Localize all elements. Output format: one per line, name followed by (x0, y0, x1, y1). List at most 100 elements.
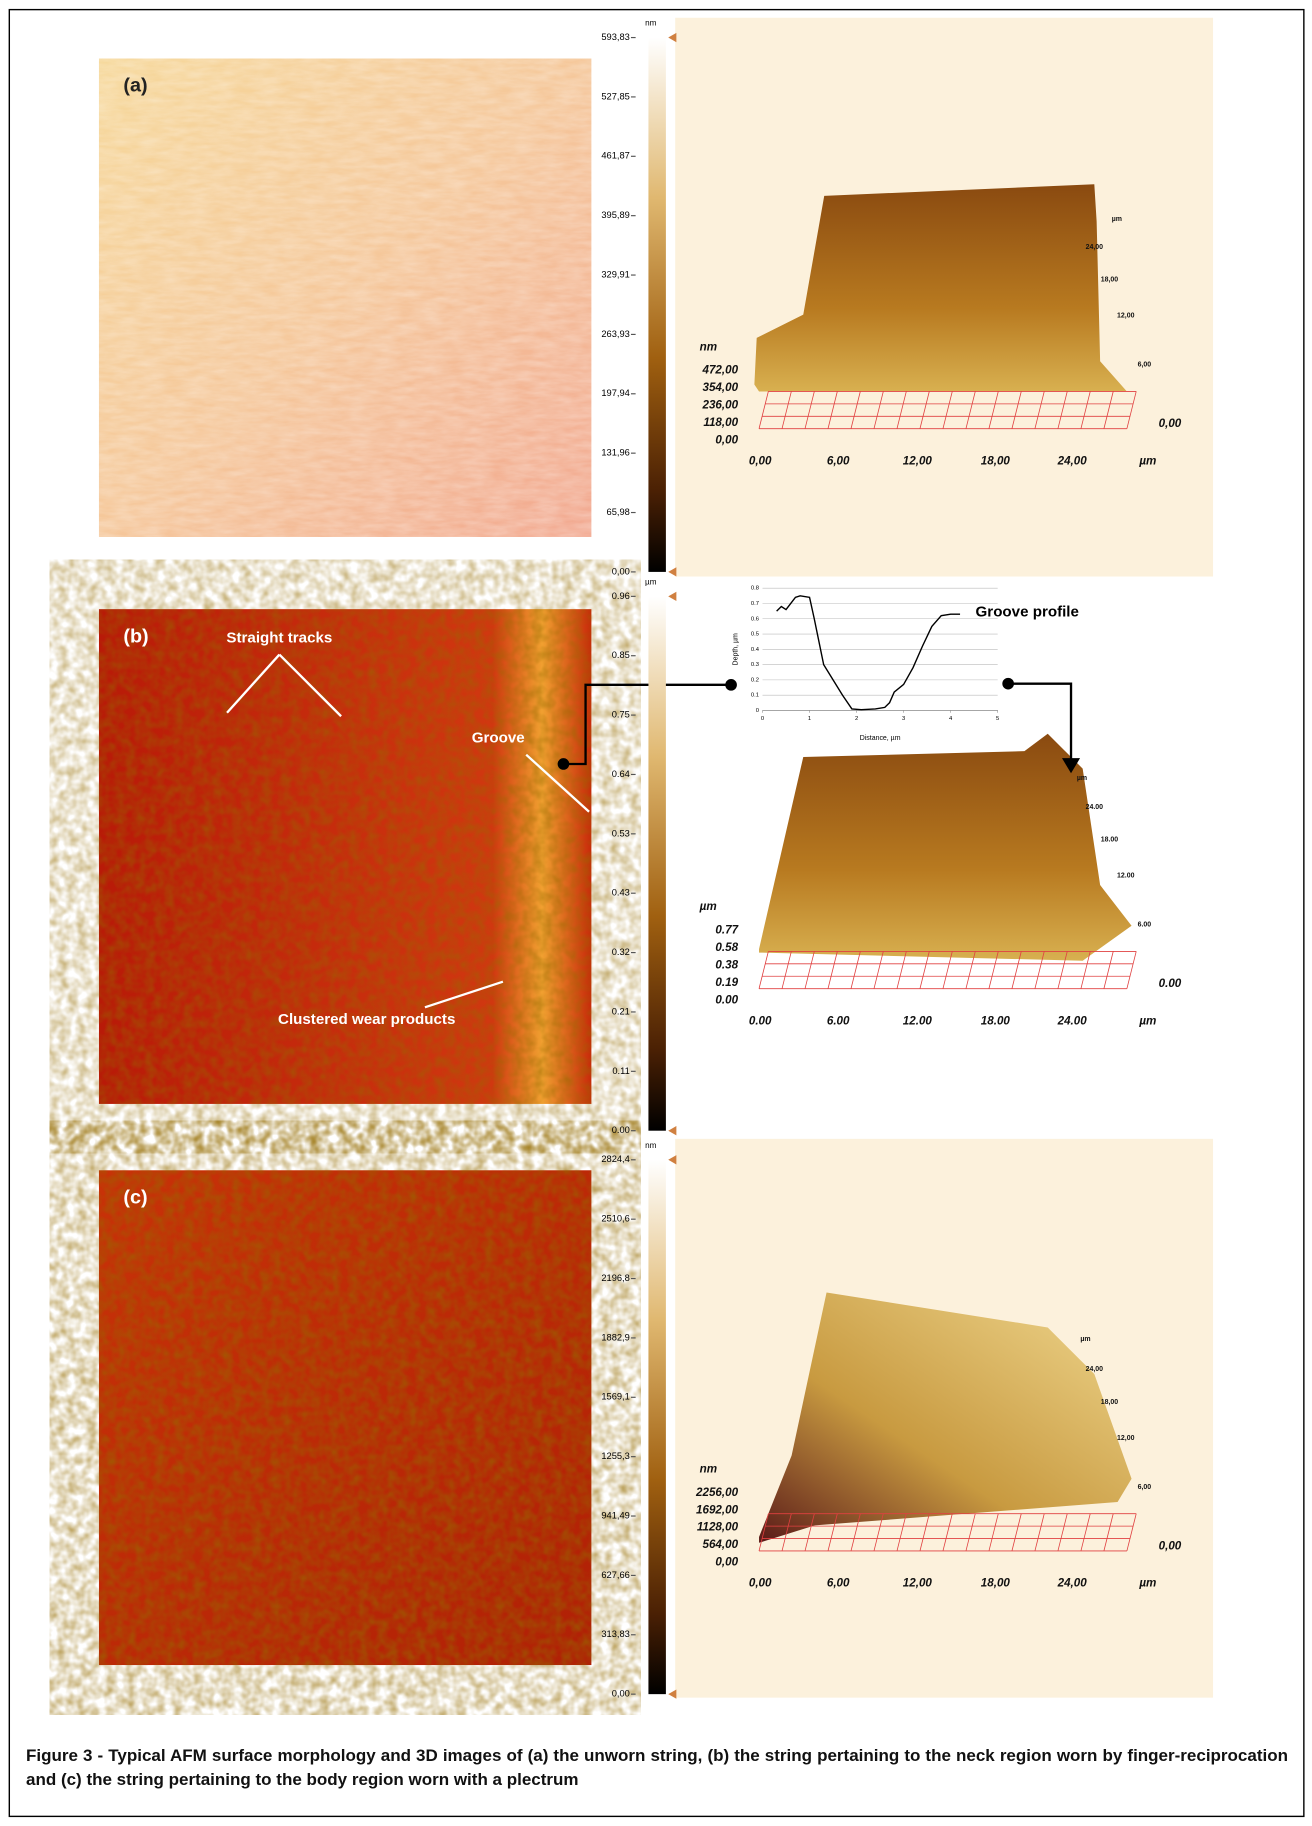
scale-tick-label: 395,89 (601, 210, 629, 220)
surface-3d (759, 734, 1132, 961)
scale-tick-label: 0.00 (612, 1125, 630, 1135)
figure: (a)nm593,83527,85461,87395,89329,91263,9… (0, 0, 1312, 1826)
z-tick-label: 472,00 (702, 364, 739, 377)
floor-grid (828, 951, 837, 988)
scale-tick-label: 0.75 (612, 710, 630, 720)
annotation: Clustered wear products (278, 1011, 455, 1028)
panel-label: (a) (123, 75, 147, 97)
z-tick-label: 0.77 (715, 924, 738, 937)
x-tick-label: 18,00 (981, 454, 1011, 467)
y-tick-label: 0.1 (751, 693, 759, 699)
scale-tick-label: 0.85 (612, 650, 630, 660)
scale-tick-label: 0.32 (612, 947, 630, 957)
y-tick-label: 0.4 (751, 647, 760, 653)
y-tick-label: 24.00 (1086, 804, 1104, 811)
scale-tick-label: 0.96 (612, 591, 630, 601)
y-tick-label: 12.00 (1117, 873, 1135, 880)
y-tick-label: 0.2 (751, 677, 759, 683)
floor-grid (759, 951, 768, 988)
chart-title: Groove profile (976, 604, 1079, 621)
x-tick-label: 5 (996, 716, 999, 722)
z-tick-label: 354,00 (703, 381, 739, 394)
bar-marker (668, 592, 676, 601)
scale-tick-label: 1255,3 (601, 1451, 629, 1461)
scale-tick-label: 0,00 (612, 1689, 630, 1699)
z-unit: nm (700, 340, 717, 353)
z-tick-label: 0.00 (715, 993, 738, 1006)
z-tick-label: 1692,00 (696, 1503, 739, 1516)
bar-marker (668, 1155, 676, 1164)
x-tick-label: 24.00 (1057, 1014, 1088, 1027)
z-tick-label: 0,00 (715, 1556, 738, 1569)
color-bar (648, 596, 665, 1130)
x-tick-label: 0,00 (749, 454, 772, 467)
x-unit: µm (1138, 454, 1156, 467)
bar-marker (668, 1126, 676, 1135)
z-tick-label: 1128,00 (697, 1521, 739, 1534)
y-tick-label: 18.00 (1101, 837, 1119, 844)
scale-unit: nm (645, 1141, 657, 1150)
y-tick-label: 24,00 (1086, 1366, 1104, 1373)
y-tick-label: 12,00 (1117, 1435, 1135, 1442)
y-tick-label: 18,00 (1101, 277, 1119, 284)
y-tick-label: 6.00 (1138, 921, 1152, 928)
x-tick-label: 12,00 (903, 454, 933, 467)
y-tick-label: 0.00 (1159, 977, 1182, 990)
x-tick-label: 24,00 (1057, 1577, 1088, 1590)
z-tick-label: 236,00 (702, 399, 739, 412)
annotation: Groove (472, 729, 525, 746)
scale-unit: µm (645, 578, 657, 587)
annotation: Straight tracks (226, 629, 332, 646)
scale-tick-label: 0.11 (612, 1066, 629, 1076)
scale-tick-label: 1569,1 (601, 1392, 629, 1402)
scale-tick-label: 1882,9 (601, 1332, 629, 1342)
x-tick-label: 2 (855, 716, 858, 722)
z-tick-label: 2256,00 (695, 1486, 739, 1499)
y-tick-label: 6,00 (1138, 362, 1152, 369)
z-tick-label: 0,00 (715, 433, 738, 446)
scale-tick-label: 2824,4 (601, 1154, 629, 1164)
x-tick-label: 0,00 (749, 1577, 772, 1590)
x-unit: µm (1138, 1014, 1156, 1027)
y-tick-label: 0.7 (751, 601, 759, 607)
page: {"panels": [ {"label": "(a)", "scale_uni… (0, 0, 1312, 1826)
profile-line (777, 596, 960, 710)
y-tick-label: 0.3 (751, 662, 759, 668)
scale-tick-label: 627,66 (601, 1570, 629, 1580)
x-tick-label: 6,00 (827, 454, 850, 467)
y-tick-label: 0.6 (751, 616, 759, 622)
scale-unit: nm (645, 19, 657, 28)
scale-tick-label: 2510,6 (601, 1214, 629, 1224)
x-tick-label: 12,00 (903, 1577, 933, 1590)
y-tick-label: 0.5 (751, 632, 759, 638)
caption: Figure 3 - Typical AFM surface morpholog… (26, 1744, 1288, 1792)
floor-grid (1127, 951, 1136, 988)
afm-texture (99, 1170, 591, 1665)
scale-tick-label: 131,96 (601, 448, 629, 458)
y-tick-label: 0.8 (751, 586, 759, 592)
color-bar (648, 1160, 665, 1694)
scale-tick-label: 263,93 (601, 329, 629, 339)
y-tick-label: 0,00 (1159, 1539, 1182, 1552)
bar-marker (668, 567, 676, 576)
x-tick-label: 1 (808, 716, 811, 722)
scale-tick-label: 0,00 (612, 566, 630, 576)
afm-texture (99, 59, 591, 537)
y-tick-label: 0 (756, 708, 759, 714)
color-bar (648, 38, 665, 572)
x-unit: µm (1138, 1577, 1156, 1590)
y-tick-label: 0,00 (1159, 417, 1182, 430)
y-unit: µm (1112, 216, 1122, 223)
afm-texture (99, 609, 591, 1104)
y-unit: µm (1077, 775, 1087, 782)
panel-label: (c) (123, 1186, 147, 1208)
z-unit: µm (699, 900, 717, 913)
panel-label: (b) (123, 625, 148, 647)
y-tick-label: 24,00 (1086, 244, 1104, 251)
y-tick-label: 6,00 (1138, 1484, 1152, 1491)
bar-marker (668, 1689, 676, 1698)
x-tick-label: 6.00 (827, 1014, 850, 1027)
y-unit: µm (1080, 1336, 1090, 1343)
scale-tick-label: 0.53 (612, 828, 630, 838)
x-tick-label: 6,00 (827, 1577, 850, 1590)
